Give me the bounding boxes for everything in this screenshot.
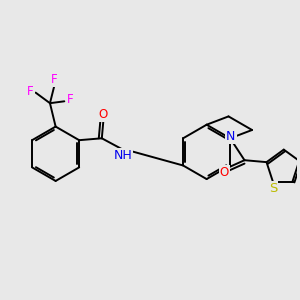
Text: F: F: [67, 93, 74, 106]
Text: F: F: [51, 73, 58, 86]
Text: S: S: [269, 182, 277, 195]
Text: O: O: [99, 108, 108, 122]
Text: N: N: [226, 130, 236, 143]
Text: O: O: [220, 166, 229, 179]
Text: NH: NH: [114, 149, 132, 162]
Text: F: F: [27, 85, 34, 98]
